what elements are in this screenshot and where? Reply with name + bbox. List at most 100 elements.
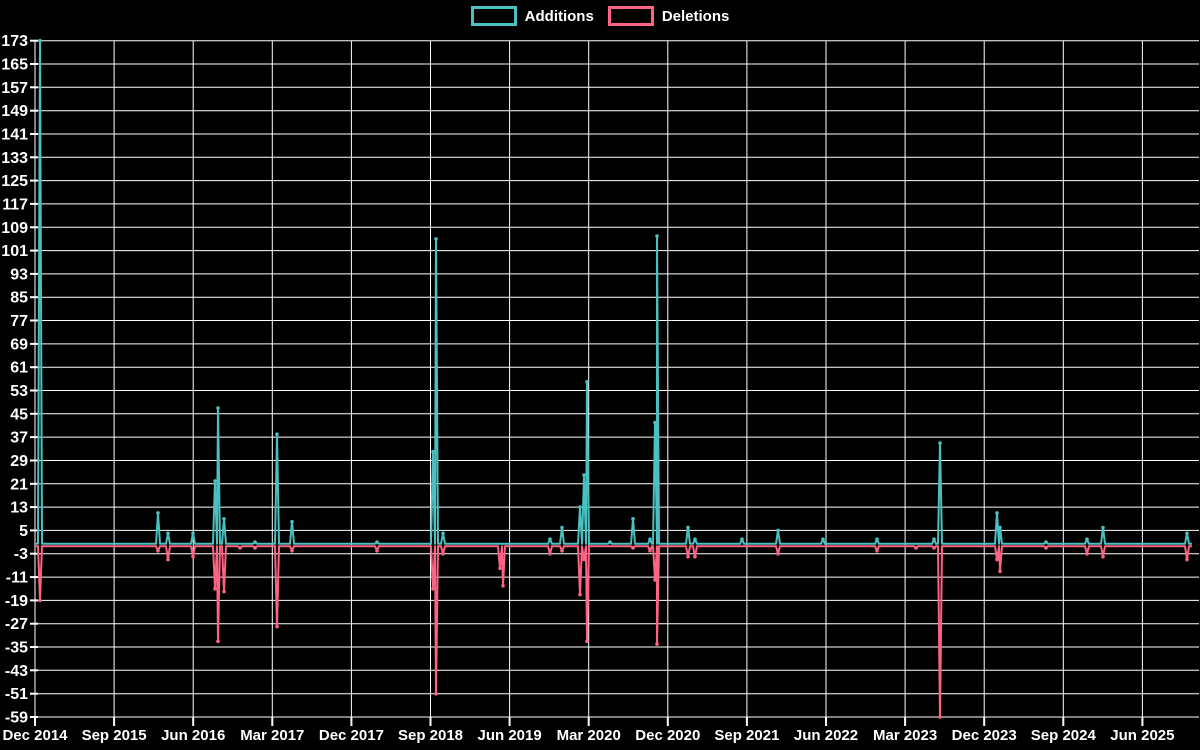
additions-point (166, 531, 170, 536)
additions-point (875, 537, 879, 541)
x-tick-label: Jun 2025 (1110, 727, 1174, 744)
additions-point (560, 525, 564, 530)
additions-point (1185, 531, 1189, 536)
deletions-point (290, 549, 294, 553)
y-tick-label: 61 (10, 360, 28, 377)
deletions-point (776, 551, 780, 556)
additions-point (995, 511, 999, 515)
deletions-point (631, 546, 635, 550)
deletions-point (222, 589, 226, 594)
deletions-point (498, 566, 502, 571)
additions-point (693, 537, 697, 541)
deletions-point (441, 551, 445, 556)
y-tick-label: 109 (1, 220, 28, 237)
deletions-point (693, 554, 697, 559)
deletions-point (686, 554, 690, 559)
x-tick-label: Dec 2020 (635, 727, 700, 744)
deletions-point (578, 592, 582, 597)
deletions-point (914, 546, 918, 550)
y-axis-labels: 173 165 157 149 141 133 125 117 109 101 93 85 77 69 61… (1, 33, 28, 726)
y-tick-label: 173 (1, 33, 28, 50)
deletions-point (548, 551, 552, 556)
deletions-point (585, 639, 589, 643)
x-tick-label: Mar 2023 (873, 727, 937, 744)
deletions-point (1044, 546, 1048, 550)
deletions-point (875, 549, 879, 553)
additions-point (1044, 540, 1048, 544)
y-tick-label: -3 (14, 546, 28, 563)
deletions-line (35, 545, 1192, 718)
y-tick-label: 165 (1, 57, 28, 74)
x-tick-label: Jun 2019 (477, 727, 541, 744)
x-tick-label: Dec 2017 (319, 727, 384, 744)
y-tick-label: 5 (19, 523, 28, 540)
additions-point (938, 441, 942, 445)
y-tick-label: -59 (5, 710, 28, 727)
deletions-point (1101, 554, 1105, 559)
deletions-point (932, 546, 936, 550)
y-tick-label: 45 (10, 406, 28, 423)
x-tick-label: Dec 2014 (2, 727, 68, 744)
deletions-point (998, 569, 1002, 573)
additions-point (578, 505, 582, 509)
y-tick-label: 53 (10, 383, 28, 400)
x-tick-label: Mar 2020 (557, 727, 621, 744)
additions-point (653, 420, 657, 425)
y-tick-label: 93 (10, 266, 28, 283)
deletions-point (434, 691, 438, 696)
chart-legend: Additions Deletions (0, 6, 1200, 26)
deletions-point (191, 554, 195, 559)
deletions-point (156, 549, 160, 553)
additions-point (548, 537, 552, 541)
additions-point (932, 537, 936, 541)
deletions-point (216, 639, 220, 643)
deletions-point (1085, 551, 1089, 556)
additions-line (35, 39, 1192, 545)
x-tick-label: Sep 2024 (1031, 727, 1097, 744)
additions-point (776, 528, 780, 533)
additions-point (1101, 525, 1105, 530)
additions-point (608, 540, 612, 544)
deletions-point (431, 586, 435, 591)
additions-point (191, 531, 195, 536)
legend-item-deletions[interactable]: Deletions (607, 6, 730, 26)
additions-point (253, 540, 257, 544)
y-tick-label: -11 (6, 570, 28, 587)
additions-point (216, 406, 220, 410)
gridlines (34, 40, 1199, 718)
additions-point (631, 517, 635, 521)
additions-point (275, 432, 279, 437)
y-tick-label: 101 (1, 243, 28, 260)
additions-point (998, 525, 1002, 530)
x-tick-label: Sep 2021 (714, 727, 779, 744)
additions-point (290, 519, 294, 524)
y-tick-label: 69 (10, 336, 28, 353)
deletions-point (238, 546, 242, 550)
deletions-point (1185, 557, 1189, 562)
y-tick-label: 149 (1, 103, 28, 120)
y-tick-label: 125 (1, 173, 28, 190)
x-tick-label: Sep 2015 (82, 727, 147, 744)
deletions-point (648, 549, 652, 553)
additions-point (740, 537, 744, 541)
deletions-point (560, 549, 564, 553)
additions-point (38, 38, 42, 43)
additions-point (582, 473, 586, 477)
additions-point (648, 537, 652, 541)
additions-point (441, 531, 445, 536)
y-tick-label: 85 (10, 290, 28, 307)
deletions-point (938, 715, 942, 719)
y-tick-label: 141 (1, 127, 28, 144)
additions-point (686, 525, 690, 530)
y-tick-label: 13 (10, 500, 28, 517)
legend-item-additions[interactable]: Additions (470, 6, 594, 26)
y-tick-label: 117 (2, 196, 28, 213)
x-tick-label: Mar 2017 (240, 727, 304, 744)
x-axis-labels: Dec 2014 Sep 2015 Jun 2016 Mar 2017 Dec 2017… (2, 727, 1174, 744)
y-tick-label: -19 (5, 593, 28, 610)
y-tick-label: 157 (1, 80, 28, 97)
y-tick-label: 21 (10, 476, 28, 493)
legend-label-deletions: Deletions (661, 7, 730, 25)
y-tick-label: 133 (1, 150, 28, 167)
